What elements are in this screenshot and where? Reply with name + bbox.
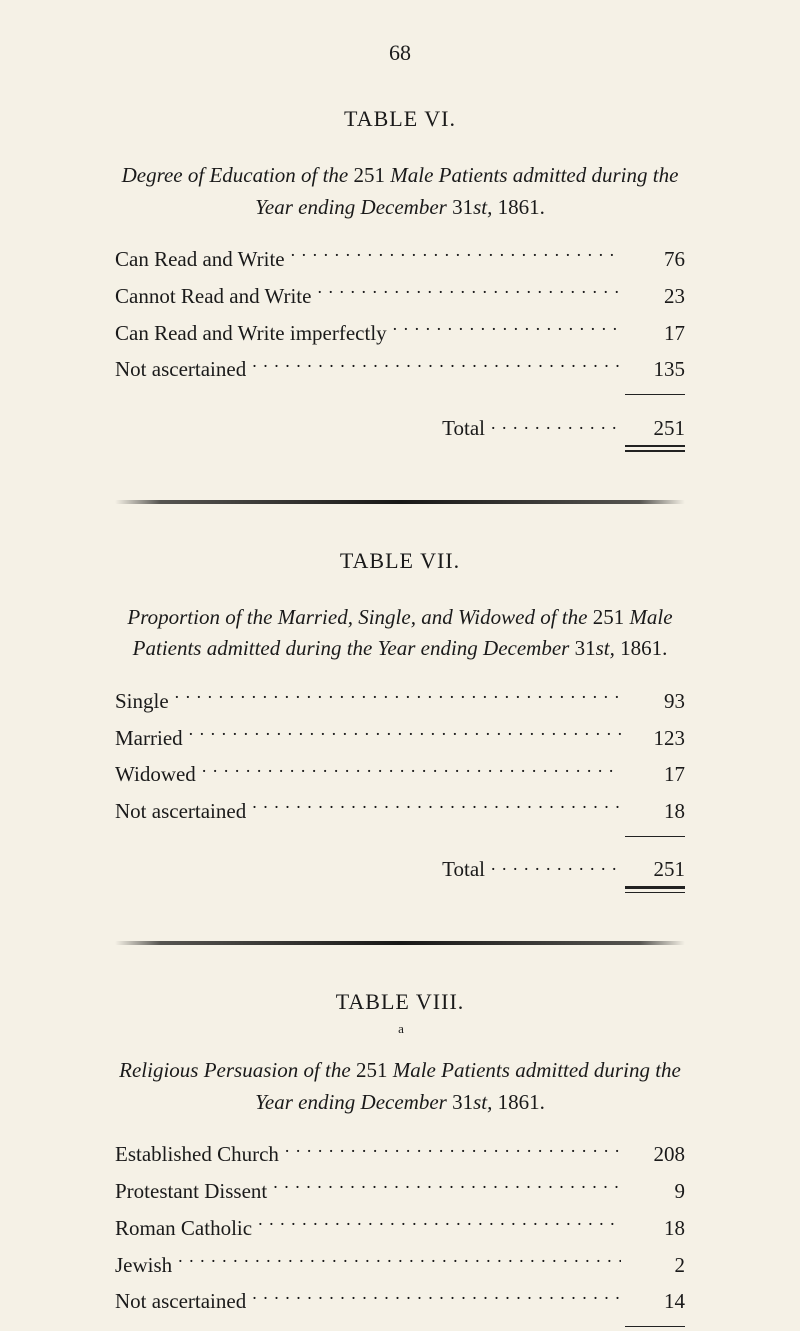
dot-leader — [317, 278, 621, 303]
caption-part: 31 — [452, 1090, 473, 1114]
table-vii-title: TABLE VII. — [115, 548, 685, 574]
row-label: Not ascertained — [115, 353, 246, 386]
caption-part: 1861. — [498, 1090, 545, 1114]
caption-part: st, — [596, 636, 621, 660]
dot-leader — [175, 683, 621, 708]
table-row: Not ascertained 14 — [115, 1283, 685, 1318]
dot-leader — [491, 851, 621, 876]
row-value: 76 — [627, 243, 685, 276]
section-rule — [115, 500, 685, 504]
dot-leader — [189, 719, 621, 744]
row-value: 93 — [627, 685, 685, 718]
row-label: Married — [115, 722, 183, 755]
row-value: 9 — [627, 1175, 685, 1208]
caption-part: 1861. — [620, 636, 667, 660]
page: 68 TABLE VI. Degree of Education of the … — [0, 0, 800, 1331]
row-value: 123 — [627, 722, 685, 755]
row-value: 208 — [627, 1138, 685, 1171]
table-row: Protestant Dissent 9 — [115, 1173, 685, 1208]
caption-part: Proportion of the Married, Single, and W… — [127, 605, 592, 629]
row-value: 17 — [627, 758, 685, 791]
dot-leader — [491, 409, 621, 434]
table-vii-caption: Proportion of the Married, Single, and W… — [115, 602, 685, 665]
row-value: 17 — [627, 317, 685, 350]
table-vi-title: TABLE VI. — [115, 106, 685, 132]
table-vi-caption: Degree of Education of the 251 Male Pati… — [115, 160, 685, 223]
row-label: Roman Catholic — [115, 1212, 252, 1245]
table-vii-rows: Single 93 Married 123 Widowed 17 Not asc… — [115, 683, 685, 828]
caption-part: Religious Persuasion of the — [119, 1058, 356, 1082]
dot-leader — [393, 314, 621, 339]
table-vi-total: Total 251 — [115, 409, 685, 440]
row-label: Can Read and Write imperfectly — [115, 317, 387, 350]
row-label: Protestant Dissent — [115, 1175, 267, 1208]
row-label: Single — [115, 685, 169, 718]
caption-part: 31 — [452, 195, 473, 219]
table-row: Married 123 — [115, 719, 685, 754]
total-label: Total — [442, 416, 485, 441]
table-row: Cannot Read and Write 23 — [115, 278, 685, 313]
footnote-marker: a — [398, 1021, 404, 1036]
row-value: 135 — [627, 353, 685, 386]
row-value: 2 — [627, 1249, 685, 1282]
table-row: Single 93 — [115, 683, 685, 718]
row-label: Cannot Read and Write — [115, 280, 311, 313]
dot-leader — [252, 351, 621, 376]
table-row: Can Read and Write 76 — [115, 241, 685, 276]
caption-part: 31 — [575, 636, 596, 660]
rule-before-total — [625, 836, 685, 838]
total-label: Total — [442, 857, 485, 882]
total-value: 251 — [627, 857, 685, 882]
table-row: Not ascertained 135 — [115, 351, 685, 386]
row-label: Widowed — [115, 758, 196, 791]
table-row: Roman Catholic 18 — [115, 1210, 685, 1245]
row-label: Can Read and Write — [115, 243, 285, 276]
caption-part: 251 — [356, 1058, 388, 1082]
double-rule — [625, 445, 685, 452]
table-viii-caption: Religious Persuasion of the 251 Male Pat… — [115, 1055, 685, 1118]
dot-leader — [291, 241, 621, 266]
table-row: Jewish 2 — [115, 1246, 685, 1281]
row-value: 14 — [627, 1285, 685, 1318]
page-number: 68 — [115, 40, 685, 66]
table-row: Not ascertained 18 — [115, 793, 685, 828]
row-value: 18 — [627, 795, 685, 828]
row-value: 18 — [627, 1212, 685, 1245]
row-label: Established Church — [115, 1138, 279, 1171]
rule-before-total — [625, 394, 685, 396]
caption-part: st, — [473, 195, 498, 219]
section-rule — [115, 941, 685, 945]
dot-leader — [285, 1136, 621, 1161]
table-vi-rows: Can Read and Write 76 Cannot Read and Wr… — [115, 241, 685, 386]
caption-part: Degree of Education of the — [122, 163, 354, 187]
dot-leader — [178, 1246, 621, 1271]
table-row: Can Read and Write imperfectly 17 — [115, 314, 685, 349]
caption-part: 251 — [354, 163, 386, 187]
row-label: Not ascertained — [115, 1285, 246, 1318]
table-row: Widowed 17 — [115, 756, 685, 791]
total-value: 251 — [627, 416, 685, 441]
table-viii-title: TABLE VIII. — [115, 989, 685, 1015]
caption-part: st, — [473, 1090, 498, 1114]
row-label: Not ascertained — [115, 795, 246, 828]
row-label: Jewish — [115, 1249, 172, 1282]
dot-leader — [252, 793, 621, 818]
dot-leader — [252, 1283, 621, 1308]
table-viii-rows: Established Church 208 Protestant Dissen… — [115, 1136, 685, 1318]
table-vii-total: Total 251 — [115, 851, 685, 882]
rule-before-total — [625, 1326, 685, 1328]
row-value: 23 — [627, 280, 685, 313]
title-text: TABLE VIII. — [336, 989, 465, 1014]
dot-leader — [273, 1173, 621, 1198]
caption-part: 251 — [593, 605, 625, 629]
caption-part: 1861. — [498, 195, 545, 219]
table-row: Established Church 208 — [115, 1136, 685, 1171]
dot-leader — [202, 756, 621, 781]
footnote-marker-line: a — [115, 1021, 685, 1041]
dot-leader — [258, 1210, 621, 1235]
double-rule — [625, 886, 685, 893]
